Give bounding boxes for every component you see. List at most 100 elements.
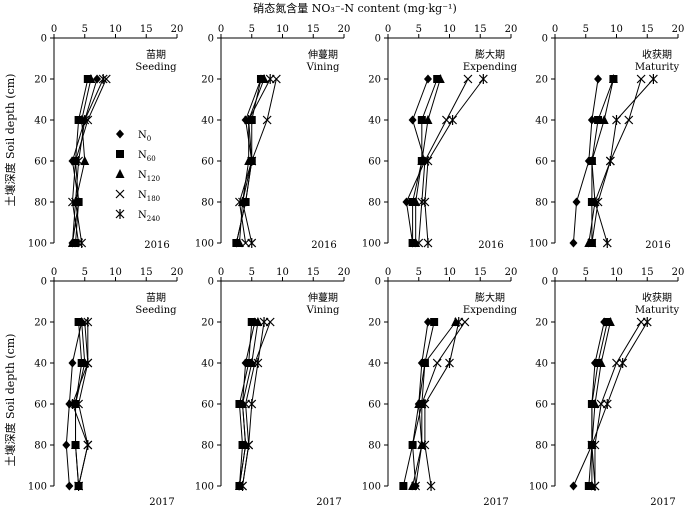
- x-tick-label: 0: [552, 24, 558, 35]
- y-tick-label: 80: [34, 441, 47, 452]
- data-point-shape: [454, 317, 464, 327]
- x-tick-label: 15: [307, 24, 320, 35]
- data-point: [408, 198, 417, 206]
- y-tick-label: 60: [368, 157, 381, 168]
- y-tick-label: 80: [535, 441, 548, 452]
- data-point: [262, 115, 272, 125]
- stage-label-en: Expending: [463, 62, 518, 73]
- stage-label-cn: 苗期: [146, 49, 166, 61]
- data-point: [256, 75, 265, 83]
- data-point: [68, 399, 77, 409]
- data-point: [587, 481, 597, 490]
- y-tick-label: 60: [34, 157, 47, 168]
- data-point: [83, 75, 92, 83]
- data-point: [414, 399, 424, 408]
- data-point-shape: [445, 358, 454, 368]
- data-point: [594, 359, 603, 367]
- x-tick-label: 20: [672, 267, 685, 278]
- legend-entry-n0: N0: [116, 129, 151, 143]
- data-point: [83, 317, 93, 327]
- data-point: [98, 74, 108, 84]
- data-point-shape: [423, 238, 433, 248]
- data-point-shape: [423, 74, 432, 84]
- year-label: 2017: [650, 497, 675, 508]
- data-point: [232, 239, 241, 247]
- data-point-shape: [411, 238, 421, 247]
- data-point: [77, 317, 87, 326]
- x-tick-label: 20: [505, 24, 518, 35]
- legend-entry-n60: N60: [116, 150, 156, 163]
- series-n240: [420, 74, 488, 248]
- data-point: [587, 238, 597, 248]
- data-point: [399, 482, 408, 490]
- y-tick-label: 20: [201, 75, 214, 86]
- data-point: [71, 197, 80, 207]
- data-point-shape: [572, 197, 581, 207]
- data-point: [247, 399, 257, 409]
- data-point: [402, 197, 411, 207]
- y-tick-label: 60: [368, 400, 381, 411]
- data-point: [590, 399, 600, 408]
- data-point-shape: [98, 74, 108, 84]
- data-point-shape: [408, 441, 417, 449]
- data-point: [584, 482, 593, 490]
- data-point: [423, 317, 432, 327]
- y-tick-label: 60: [201, 400, 214, 411]
- y-tick-label: 40: [535, 359, 548, 370]
- legend-marker-shape: [115, 209, 125, 219]
- data-point-shape: [587, 156, 597, 165]
- stage-label-cn: 收获期: [642, 48, 672, 61]
- stage-label-en: Maturity: [635, 305, 680, 316]
- y-tick-label: 100: [529, 239, 548, 250]
- stage-label-en: Maturity: [635, 62, 680, 73]
- data-point-shape: [590, 481, 600, 491]
- data-point-shape: [584, 482, 593, 490]
- legend-marker-shape: [115, 189, 125, 199]
- data-point-shape: [74, 156, 84, 166]
- y-tick-label: 40: [368, 359, 381, 370]
- data-point-shape: [77, 317, 87, 326]
- data-point: [594, 74, 603, 84]
- data-point-shape: [253, 358, 263, 368]
- y-tick-label: 60: [535, 157, 548, 168]
- data-point: [71, 440, 81, 449]
- data-point: [74, 318, 83, 326]
- x-tick-label: 20: [171, 267, 184, 278]
- data-point: [608, 74, 618, 83]
- y-tick-label: 0: [41, 277, 47, 288]
- data-point-shape: [435, 74, 445, 83]
- data-point: [253, 317, 263, 326]
- data-point-shape: [256, 75, 265, 83]
- data-point-shape: [408, 198, 417, 206]
- data-point: [71, 239, 80, 247]
- year-label: 2016: [478, 240, 503, 251]
- data-point: [238, 399, 248, 408]
- data-point: [636, 74, 646, 84]
- data-point-shape: [74, 198, 83, 206]
- y-tick-label: 80: [201, 198, 214, 209]
- data-point-shape: [68, 399, 77, 409]
- data-point: [642, 317, 652, 327]
- data-point: [77, 238, 87, 248]
- y-tick-label: 20: [535, 318, 548, 329]
- data-point-shape: [83, 440, 93, 450]
- legend-entry-n180: N180: [115, 189, 160, 203]
- data-point: [83, 440, 93, 450]
- data-point: [65, 481, 74, 491]
- data-point-shape: [420, 197, 430, 207]
- data-point: [624, 115, 634, 125]
- legend: N0 N60 N120 N180 N240: [115, 129, 160, 223]
- data-point: [596, 358, 606, 367]
- y-tick-label: 40: [34, 359, 47, 370]
- data-point-shape: [83, 317, 93, 327]
- data-point: [426, 481, 436, 491]
- data-point: [244, 115, 254, 125]
- data-point: [569, 238, 578, 248]
- data-point-shape: [602, 238, 612, 248]
- data-point-shape: [408, 481, 418, 490]
- x-tick-label: 15: [474, 267, 487, 278]
- y-tick-label: 0: [41, 34, 47, 45]
- stage-label-en: Expending: [463, 305, 518, 316]
- data-point-shape: [68, 358, 77, 368]
- data-point-shape: [253, 317, 263, 326]
